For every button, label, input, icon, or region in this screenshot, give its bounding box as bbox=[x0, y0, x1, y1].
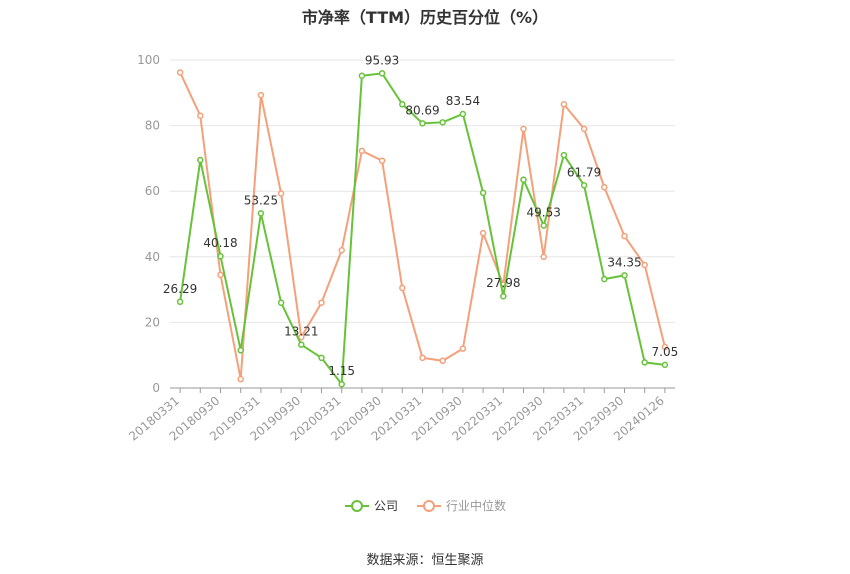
data-point bbox=[641, 261, 648, 269]
data-point bbox=[459, 345, 467, 352]
series-lines bbox=[176, 69, 669, 388]
data-point bbox=[257, 210, 265, 217]
data-point bbox=[237, 347, 244, 354]
data-point bbox=[479, 189, 487, 197]
data-label: 95.93 bbox=[365, 53, 399, 67]
data-point bbox=[358, 147, 366, 155]
data-point bbox=[298, 341, 305, 348]
data-point bbox=[399, 284, 406, 292]
data-point bbox=[459, 110, 467, 118]
data-point bbox=[439, 357, 446, 365]
y-tick-label: 40 bbox=[145, 250, 160, 264]
chart-title: 市净率（TTM）历史百分位（%） bbox=[301, 8, 549, 27]
data-point bbox=[237, 375, 244, 383]
data-point bbox=[277, 299, 285, 306]
data-point bbox=[479, 229, 487, 237]
data-point bbox=[580, 125, 588, 133]
legend-item-industry-median[interactable]: 行业中位数 bbox=[416, 497, 506, 514]
data-point bbox=[661, 361, 669, 369]
data-point bbox=[560, 101, 568, 108]
data-point bbox=[176, 69, 184, 76]
y-tick-label: 0 bbox=[152, 381, 160, 395]
data-point bbox=[621, 232, 628, 240]
data-point bbox=[217, 271, 224, 279]
data-point bbox=[439, 119, 446, 126]
grid-lines bbox=[170, 59, 675, 323]
data-label: 53.25 bbox=[244, 193, 278, 207]
data-labels: 26.29 40.18 53.25 13.21 1.15 95.93 80.69 83.54 2… bbox=[163, 53, 678, 378]
data-label: 49.53 bbox=[527, 206, 561, 220]
series-line-0 bbox=[179, 72, 666, 387]
legend-marker-industry-median bbox=[417, 499, 441, 512]
data-point bbox=[601, 184, 608, 191]
data-label: 7.05 bbox=[652, 345, 679, 359]
data-point bbox=[399, 101, 406, 108]
legend-marker-company bbox=[344, 499, 369, 512]
legend-label-company: 公司 bbox=[373, 499, 398, 513]
legend: 公司 行业中位数 bbox=[0, 497, 850, 514]
data-label: 83.54 bbox=[446, 94, 480, 108]
data-point bbox=[318, 299, 325, 306]
data-point bbox=[298, 333, 305, 341]
data-point bbox=[661, 343, 669, 351]
data-point bbox=[176, 298, 184, 306]
data-point bbox=[419, 120, 426, 127]
data-point bbox=[500, 292, 507, 300]
data-point bbox=[277, 190, 285, 197]
data-point bbox=[419, 354, 426, 362]
y-tick-label: 20 bbox=[145, 315, 160, 329]
data-point bbox=[197, 156, 204, 164]
data-point bbox=[197, 112, 204, 120]
data-point bbox=[601, 275, 608, 283]
data-label: 61.79 bbox=[567, 165, 601, 179]
data-point bbox=[318, 354, 325, 362]
data-point bbox=[338, 246, 345, 254]
data-point bbox=[520, 176, 527, 183]
data-point bbox=[358, 72, 366, 79]
data-label: 27.98 bbox=[486, 276, 520, 290]
data-label: 80.69 bbox=[405, 103, 439, 117]
y-tick-label: 80 bbox=[145, 119, 160, 133]
data-point bbox=[560, 151, 568, 159]
legend-label-industry-median: 行业中位数 bbox=[446, 499, 507, 513]
data-point bbox=[540, 222, 547, 229]
legend-item-company[interactable]: 公司 bbox=[344, 497, 398, 514]
data-point bbox=[217, 252, 224, 260]
data-point bbox=[378, 157, 386, 164]
data-point bbox=[378, 70, 386, 77]
data-point bbox=[540, 253, 547, 261]
source-text: 数据来源：恒生聚源 bbox=[366, 553, 484, 568]
data-point bbox=[257, 91, 265, 99]
data-point bbox=[621, 272, 628, 279]
data-point bbox=[520, 125, 527, 133]
data-label: 34.35 bbox=[607, 255, 641, 269]
data-label: 40.18 bbox=[203, 236, 237, 250]
data-point bbox=[580, 182, 588, 189]
data-label: 13.21 bbox=[284, 325, 318, 339]
data-point bbox=[641, 359, 648, 366]
data-label: 26.29 bbox=[163, 282, 197, 296]
y-tick-label: 100 bbox=[137, 53, 160, 67]
data-label: 1.15 bbox=[328, 364, 355, 378]
data-point bbox=[338, 380, 345, 388]
y-tick-label: 60 bbox=[145, 184, 160, 198]
